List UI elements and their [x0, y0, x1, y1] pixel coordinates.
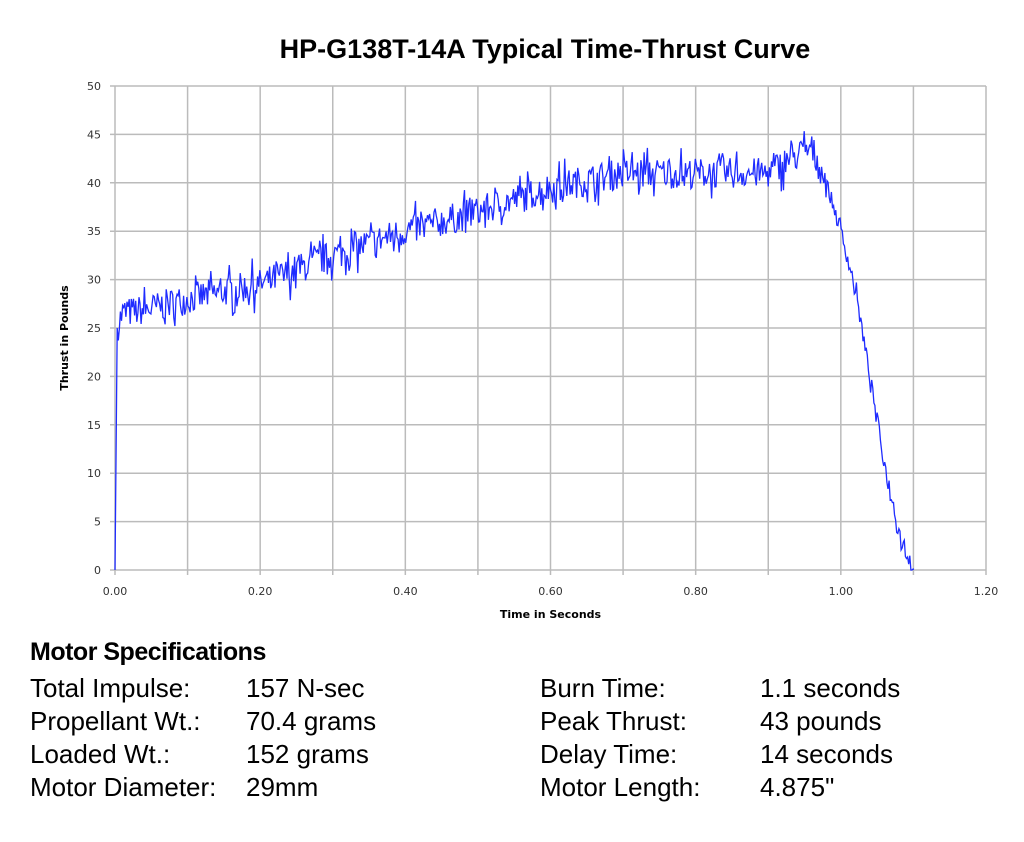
spec-label: Motor Diameter: — [30, 772, 217, 802]
y-tick-label: 45 — [87, 128, 101, 141]
x-tick-label: 0.20 — [248, 585, 273, 598]
spec-label: Peak Thrust: — [540, 706, 687, 736]
spec-value: 4.875" — [760, 772, 835, 802]
thrust-chart: 0 5 10 15 20 25 30 35 40 45 50 0.00 0.20 0.40 0.60 0.80… — [58, 80, 999, 621]
x-tick-label: 0.40 — [393, 585, 418, 598]
x-tick-label: 0.00 — [103, 585, 128, 598]
spec-label: Motor Length: — [540, 772, 701, 802]
x-tick-label: 1.20 — [974, 585, 999, 598]
x-tick-label: 0.60 — [538, 585, 563, 598]
spec-label: Total Impulse: — [30, 673, 191, 703]
y-axis-label: Thrust in Pounds — [58, 285, 71, 391]
x-tick-label: 0.80 — [683, 585, 708, 598]
x-tick-label: 1.00 — [829, 585, 854, 598]
thrust-series-line — [114, 131, 915, 571]
specs-heading: Motor Specifications — [30, 638, 266, 666]
spec-value: 70.4 grams — [246, 706, 377, 736]
spec-value: 14 seconds — [760, 739, 893, 769]
y-tick-label: 0 — [94, 564, 101, 577]
spec-label: Propellant Wt.: — [30, 706, 201, 736]
chart-title: HP-G138T-14A Typical Time-Thrust Curve — [279, 34, 811, 64]
y-tick-label: 50 — [87, 80, 101, 93]
y-tick-label: 25 — [87, 322, 101, 335]
y-tick-label: 10 — [87, 467, 101, 480]
spec-value: 152 grams — [246, 739, 369, 769]
y-tick-label: 20 — [87, 370, 101, 383]
y-tick-label: 40 — [87, 177, 101, 190]
y-tick-label: 15 — [87, 419, 101, 432]
y-tick-label: 30 — [87, 274, 101, 287]
x-axis-label: Time in Seconds — [500, 608, 602, 621]
spec-value: 157 N-sec — [246, 673, 365, 703]
spec-label: Delay Time: — [540, 739, 678, 769]
spec-value: 1.1 seconds — [760, 673, 901, 703]
spec-value: 43 pounds — [760, 706, 882, 736]
y-tick-label: 35 — [87, 225, 101, 238]
spec-value: 29mm — [246, 772, 319, 802]
y-tick-label: 5 — [94, 516, 101, 529]
spec-label: Loaded Wt.: — [30, 739, 171, 769]
spec-label: Burn Time: — [540, 673, 666, 703]
